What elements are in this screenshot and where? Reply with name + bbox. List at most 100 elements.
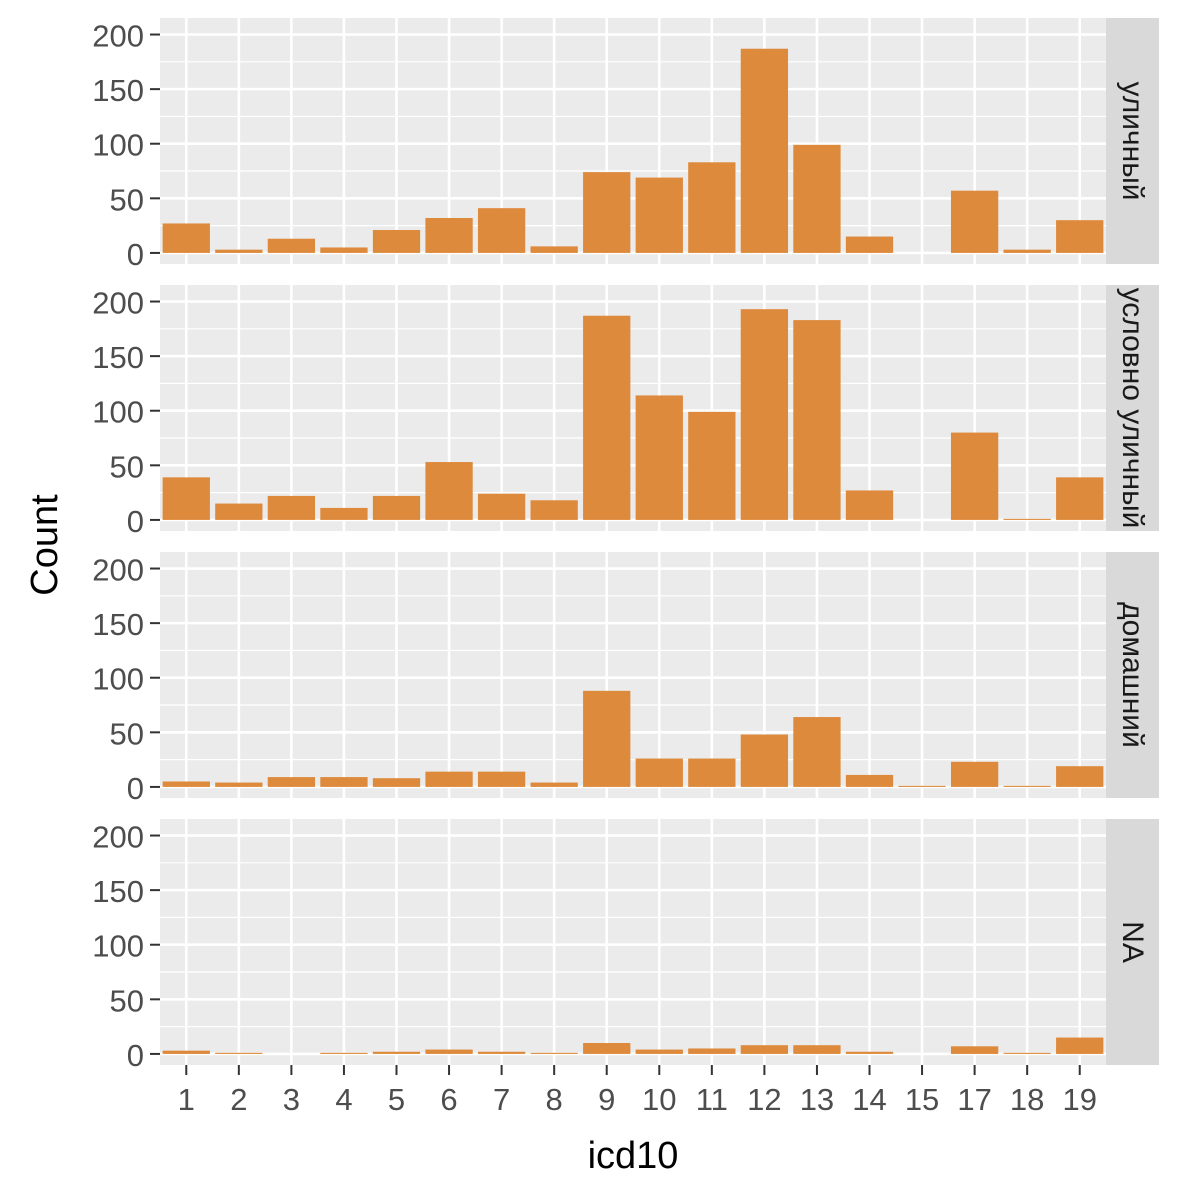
panel-background (160, 18, 1106, 264)
x-tick-label: 9 (598, 1082, 615, 1117)
bar-домашний-15 (898, 785, 946, 787)
x-tick-label: 13 (800, 1082, 834, 1117)
bar-NA-8 (530, 1052, 578, 1054)
y-tick-label: 0 (127, 771, 144, 806)
facet-label: домашний (1116, 602, 1149, 748)
bar-условно-уличный-12 (740, 309, 789, 520)
y-tick-label: 200 (92, 553, 144, 588)
y-tick-label: 0 (127, 504, 144, 539)
bar-уличный-14 (845, 236, 894, 253)
facet-strip (1106, 819, 1159, 1065)
bar-уличный-2 (215, 249, 263, 253)
x-tick-label: 5 (388, 1082, 405, 1117)
y-tick-label: 100 (92, 662, 144, 697)
bar-уличный-11 (688, 162, 736, 253)
bar-уличный-8 (530, 246, 578, 253)
x-tick-label: 17 (957, 1082, 991, 1117)
bar-домашний-6 (425, 771, 473, 787)
bar-домашний-3 (267, 777, 316, 787)
bar-домашний-5 (372, 778, 421, 787)
y-tick-label: 150 (92, 340, 144, 375)
bar-условно-уличный-19 (1056, 477, 1104, 520)
bar-домашний-8 (530, 782, 578, 787)
bar-условно-уличный-4 (320, 507, 368, 520)
bar-домашний-19 (1056, 766, 1104, 787)
x-tick-label: 7 (493, 1082, 510, 1117)
bar-NA-1 (162, 1050, 210, 1054)
y-tick-label: 150 (92, 874, 144, 909)
bar-домашний-17 (950, 761, 999, 787)
bar-NA-5 (372, 1051, 421, 1054)
y-axis-title: Count (24, 494, 66, 596)
x-tick-label: 2 (230, 1082, 247, 1117)
bar-домашний-7 (477, 771, 526, 787)
facet-label: NA (1116, 921, 1149, 963)
bar-домашний-13 (793, 717, 841, 787)
bar-уличный-19 (1056, 220, 1104, 253)
bar-домашний-14 (845, 774, 894, 787)
facet-label: условно уличный (1116, 288, 1149, 529)
y-tick-label: 50 (110, 182, 144, 217)
x-tick-label: 3 (283, 1082, 300, 1117)
bar-уличный-5 (372, 229, 421, 253)
x-tick-label: 11 (696, 1082, 728, 1117)
bar-домашний-12 (740, 734, 789, 787)
y-tick-label: 100 (92, 929, 144, 964)
bar-уличный-3 (267, 238, 316, 253)
y-tick-label: 200 (92, 286, 144, 321)
bar-условно-уличный-9 (583, 315, 631, 520)
y-tick-label: 150 (92, 73, 144, 108)
bar-уличный-12 (740, 48, 789, 253)
y-tick-label: 50 (110, 716, 144, 751)
bar-домашний-2 (215, 782, 263, 787)
bar-NA-13 (793, 1045, 841, 1054)
y-tick-label: 50 (110, 983, 144, 1018)
y-tick-label: 100 (92, 128, 144, 163)
y-tick-label: 200 (92, 820, 144, 855)
bar-условно-уличный-18 (1003, 518, 1051, 520)
x-tick-label: 4 (335, 1082, 352, 1117)
bar-условно-уличный-11 (688, 411, 736, 520)
bar-NA-7 (477, 1051, 526, 1054)
bar-условно-уличный-5 (372, 495, 421, 520)
bar-условно-уличный-3 (267, 495, 316, 520)
panel-background (160, 552, 1106, 798)
bar-условно-уличный-6 (425, 462, 473, 520)
y-tick-label: 0 (127, 1038, 144, 1073)
panel-background (160, 819, 1106, 1065)
bar-уличный-17 (950, 190, 999, 253)
bar-NA-2 (215, 1052, 263, 1054)
bar-домашний-9 (583, 690, 631, 787)
bar-условно-уличный-17 (950, 432, 999, 520)
x-tick-label: 6 (440, 1082, 457, 1117)
x-tick-label: 1 (178, 1082, 195, 1117)
facet-strip (1106, 285, 1159, 531)
panel-background (160, 285, 1106, 531)
bar-NA-4 (320, 1052, 368, 1054)
bar-условно-уличный-14 (845, 490, 894, 520)
bar-уличный-18 (1003, 249, 1051, 253)
x-tick-label: 14 (852, 1082, 886, 1117)
bar-уличный-6 (425, 217, 473, 253)
bar-NA-18 (1003, 1052, 1051, 1054)
bar-домашний-18 (1003, 785, 1051, 787)
x-axis-title: icd10 (588, 1135, 679, 1177)
bar-домашний-11 (688, 758, 736, 787)
bar-уличный-1 (162, 223, 210, 253)
bar-условно-уличный-8 (530, 500, 578, 520)
bar-NA-19 (1056, 1037, 1104, 1054)
bar-NA-10 (635, 1049, 683, 1054)
bar-уличный-13 (793, 144, 841, 253)
bar-уличный-10 (635, 177, 683, 253)
bar-NA-17 (950, 1046, 999, 1054)
facet-strip (1106, 18, 1159, 264)
y-tick-label: 50 (110, 449, 144, 484)
bar-домашний-10 (635, 758, 683, 787)
bar-домашний-4 (320, 777, 368, 787)
bar-условно-уличный-10 (635, 395, 683, 520)
y-tick-label: 150 (92, 607, 144, 642)
x-tick-label: 12 (747, 1082, 781, 1117)
bar-NA-9 (583, 1043, 631, 1054)
facet-label: уличный (1116, 81, 1149, 200)
